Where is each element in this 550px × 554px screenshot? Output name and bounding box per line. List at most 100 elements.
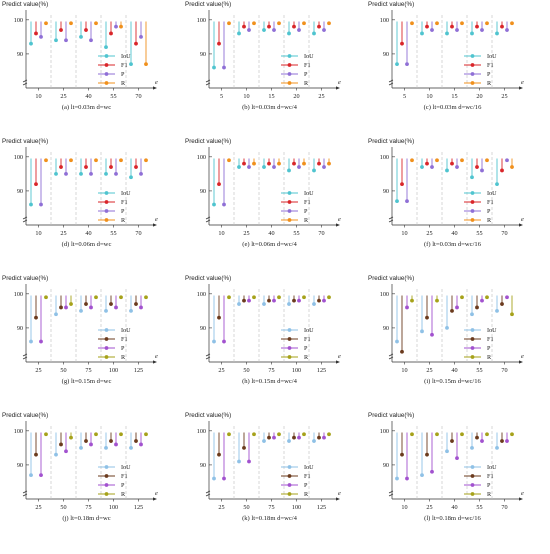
- data-point: [212, 65, 216, 70]
- data-point: [435, 298, 439, 303]
- data-point: [262, 28, 266, 32]
- panel-caption: (g) lt=0.15m d=wc: [62, 378, 112, 385]
- panel-caption: (a) lt=0.03m d=wc: [62, 104, 111, 111]
- data-point: [410, 298, 414, 303]
- data-point: [89, 442, 93, 447]
- data-point: [445, 326, 449, 330]
- data-point: [410, 432, 414, 437]
- data-point: [134, 165, 138, 169]
- x-axis-title: e: [338, 490, 341, 497]
- legend-marker: [470, 474, 475, 478]
- data-point: [94, 21, 98, 26]
- y-tick-label: 90: [17, 188, 23, 195]
- x-tick-label: 10: [243, 93, 249, 100]
- legend-marker: [287, 209, 292, 213]
- legend-marker: [470, 483, 475, 487]
- data-point: [505, 439, 509, 443]
- data-point: [485, 295, 489, 300]
- data-point: [470, 312, 474, 317]
- x-tick-label: 100: [109, 367, 118, 374]
- x-tick-label: 125: [134, 367, 143, 374]
- data-point: [29, 473, 33, 478]
- data-point: [495, 308, 499, 313]
- data-point: [475, 24, 479, 29]
- data-point: [129, 308, 133, 313]
- axis-break-mark: [388, 353, 394, 360]
- data-point: [292, 24, 296, 29]
- legend-label: IoU: [121, 327, 131, 334]
- x-axis-title: e: [521, 353, 524, 360]
- data-point: [69, 158, 73, 163]
- data-point: [69, 435, 73, 440]
- data-point: [212, 339, 216, 344]
- x-tick-label: 25: [426, 367, 432, 374]
- x-tick-label: 25: [218, 367, 224, 374]
- data-point: [327, 295, 331, 300]
- panel-b: Predict value(%) e 90 100 5 10 15 20 25 IoU F1 PR (b…: [185, 1, 341, 111]
- legend-label: F1: [121, 473, 128, 480]
- data-point: [395, 339, 399, 344]
- data-point: [267, 298, 271, 303]
- data-point: [94, 158, 98, 163]
- x-tick-label: 125: [134, 504, 143, 511]
- data-point: [435, 21, 439, 26]
- data-point: [485, 158, 489, 163]
- y-tick-label: 100: [197, 291, 206, 298]
- data-point: [445, 168, 449, 173]
- y-tick-label: 90: [17, 51, 23, 58]
- y-tick-label: 100: [380, 291, 389, 298]
- legend-label: P: [121, 345, 125, 352]
- data-point: [510, 312, 514, 317]
- data-point: [119, 432, 123, 437]
- data-point: [400, 182, 404, 186]
- x-tick-label: 20: [293, 93, 299, 100]
- legend-marker: [104, 474, 109, 478]
- data-point: [455, 305, 459, 310]
- data-point: [267, 24, 271, 29]
- legend-label: F1: [304, 62, 311, 69]
- x-tick-label: 10: [426, 93, 432, 100]
- data-point: [89, 171, 93, 176]
- panel-g: Predict value(%) e 90 100 25 50 75 100 125 IoU F1 P…: [2, 275, 158, 385]
- y-tick-label: 100: [197, 17, 206, 24]
- data-point: [227, 432, 231, 437]
- data-point: [277, 432, 281, 437]
- data-point: [64, 305, 68, 310]
- legend-marker: [104, 218, 109, 222]
- data-point: [129, 445, 133, 450]
- data-point: [480, 298, 484, 303]
- legend-label: F1: [121, 336, 128, 343]
- x-axis-title: e: [521, 79, 524, 86]
- data-point: [327, 161, 331, 166]
- y-axis-title: Predict value(%): [2, 138, 48, 145]
- data-point: [39, 202, 43, 207]
- data-point: [44, 295, 48, 300]
- data-point: [129, 175, 133, 180]
- axis-break-mark: [22, 353, 28, 360]
- data-point: [109, 302, 113, 306]
- x-axis-title: e: [521, 216, 524, 223]
- panel-caption: (b) lt=0.03m d=wc/4: [242, 104, 298, 111]
- data-point: [54, 171, 58, 176]
- data-point: [277, 295, 281, 300]
- data-point: [317, 161, 321, 166]
- data-point: [222, 476, 226, 481]
- y-axis-title: Predict value(%): [368, 412, 414, 419]
- y-tick-label: 100: [14, 17, 23, 24]
- x-axis-arrow: [519, 86, 523, 90]
- data-point: [322, 165, 326, 169]
- x-tick-label: 5: [403, 93, 406, 100]
- legend-marker: [104, 492, 109, 496]
- data-point: [297, 435, 301, 440]
- data-point: [59, 442, 63, 447]
- data-point: [39, 34, 43, 39]
- data-point: [460, 21, 464, 26]
- y-tick-label: 100: [380, 154, 389, 161]
- data-point: [327, 21, 331, 26]
- x-tick-label: 25: [35, 504, 41, 511]
- x-axis-arrow: [153, 86, 157, 90]
- data-point: [104, 308, 108, 313]
- data-point: [410, 21, 414, 26]
- data-point: [119, 295, 123, 300]
- panel-a: Predict value(%) e 90 100 10 25 40 55 70 IoU F1 PR (…: [2, 1, 158, 111]
